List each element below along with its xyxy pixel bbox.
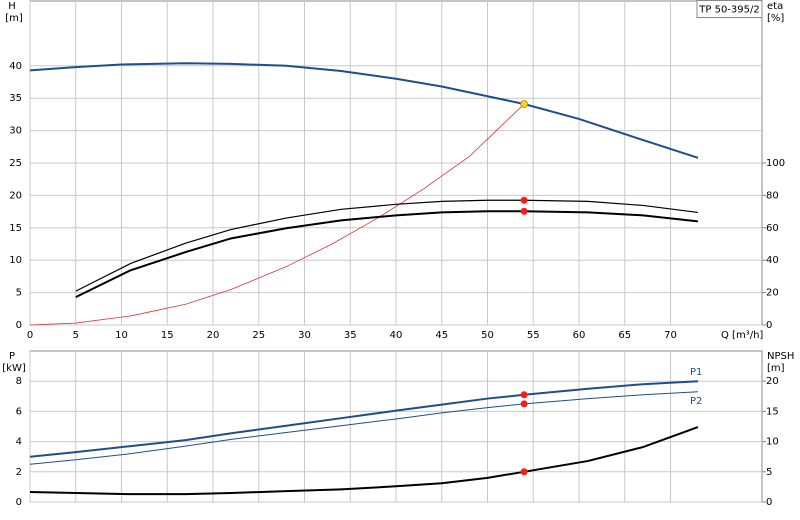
series-label: P1 bbox=[690, 367, 702, 378]
x-tick-label: 25 bbox=[252, 330, 265, 341]
y-tick-label: 6 bbox=[16, 406, 22, 417]
series-line bbox=[75, 210, 699, 299]
y-unit: [m] bbox=[5, 13, 23, 24]
y-tick-label: 40 bbox=[9, 61, 22, 72]
y2-tick-label: 5 bbox=[766, 467, 772, 478]
operating-point bbox=[520, 196, 528, 204]
y-unit: [kW] bbox=[2, 363, 26, 374]
x-tick-label: 20 bbox=[207, 330, 220, 341]
series-line bbox=[75, 199, 699, 292]
y-tick-label: 35 bbox=[9, 93, 22, 104]
y-tick-label: 4 bbox=[16, 437, 22, 448]
y2-tick-label: 100 bbox=[766, 158, 785, 169]
y-tick-label: 5 bbox=[16, 288, 22, 299]
title-box bbox=[696, 0, 763, 18]
series-line bbox=[29, 426, 699, 496]
x-tick-label: 30 bbox=[298, 330, 311, 341]
y-tick-label: 2 bbox=[16, 467, 22, 478]
y-label: P bbox=[9, 351, 15, 362]
series-line bbox=[29, 103, 525, 326]
y2-tick-label: 20 bbox=[766, 376, 779, 387]
operating-point bbox=[520, 100, 528, 108]
y2-tick-label: 20 bbox=[766, 288, 779, 299]
y2-tick-label: 15 bbox=[766, 406, 779, 417]
y2-unit: [%] bbox=[767, 13, 784, 24]
series-line bbox=[29, 380, 699, 458]
y2-label: NPSH bbox=[767, 351, 794, 362]
operating-point bbox=[520, 400, 528, 408]
y2-tick-label: 0 bbox=[766, 320, 772, 331]
y-label: H bbox=[8, 1, 16, 12]
y2-unit: [m] bbox=[767, 363, 785, 374]
y2-tick-label: 0 bbox=[766, 497, 772, 508]
x-tick-label: 35 bbox=[344, 330, 357, 341]
y-tick-label: 20 bbox=[9, 190, 22, 201]
x-tick-label: 15 bbox=[161, 330, 174, 341]
y-tick-label: 10 bbox=[9, 255, 22, 266]
y2-tick-label: 60 bbox=[766, 223, 779, 234]
x-label: Q [m³/h] bbox=[721, 330, 763, 341]
x-tick-label: 70 bbox=[664, 330, 677, 341]
y-tick-label: 8 bbox=[16, 376, 22, 387]
y-tick-label: 25 bbox=[9, 158, 22, 169]
chart-title: TP 50-395/2 bbox=[698, 5, 759, 16]
x-tick-label: 5 bbox=[73, 330, 79, 341]
series-line bbox=[29, 62, 699, 159]
x-tick-label: 60 bbox=[573, 330, 586, 341]
y2-label: eta bbox=[767, 1, 783, 12]
x-tick-label: 55 bbox=[527, 330, 540, 341]
x-tick-label: 10 bbox=[115, 330, 128, 341]
y2-tick-label: 40 bbox=[766, 255, 779, 266]
y-tick-label: 0 bbox=[16, 497, 22, 508]
x-tick-label: 65 bbox=[618, 330, 631, 341]
x-tick-label: 0 bbox=[27, 330, 33, 341]
series-label: P2 bbox=[690, 396, 702, 407]
y2-tick-label: 10 bbox=[766, 437, 779, 448]
x-tick-label: 45 bbox=[435, 330, 448, 341]
operating-point bbox=[520, 468, 528, 476]
series-line bbox=[29, 391, 698, 465]
y-tick-label: 0 bbox=[16, 320, 22, 331]
operating-point bbox=[520, 207, 528, 215]
y-tick-label: 15 bbox=[9, 223, 22, 234]
y2-tick-label: 80 bbox=[766, 190, 779, 201]
x-tick-label: 50 bbox=[481, 330, 494, 341]
operating-point bbox=[520, 391, 528, 399]
y-tick-label: 30 bbox=[9, 126, 22, 137]
x-tick-label: 40 bbox=[390, 330, 403, 341]
